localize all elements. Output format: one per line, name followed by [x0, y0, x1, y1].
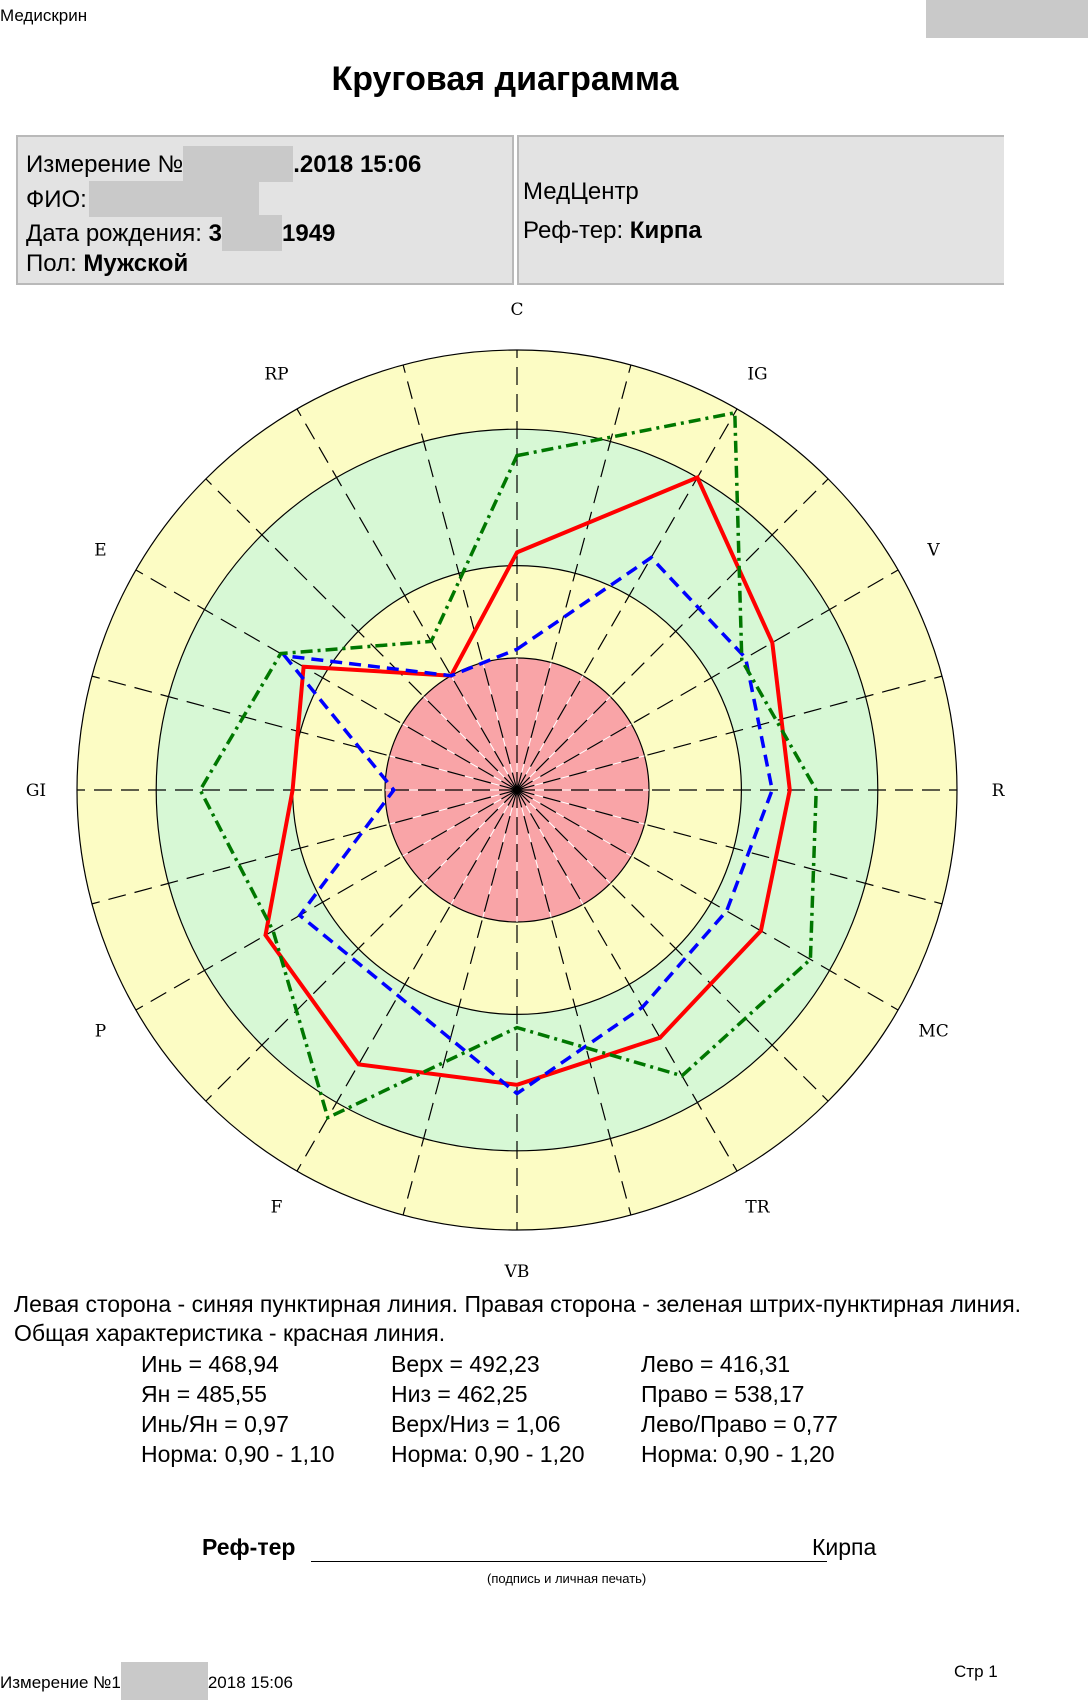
referrer-value: Кирпа [629, 217, 702, 244]
stat-top: Верх = 492,23 [391, 1351, 540, 1377]
axis-label-TR: TR [745, 1198, 770, 1218]
measurement-value: .2018 15:06 [293, 151, 422, 178]
redacted-header-block [926, 0, 1088, 38]
sector-line [516, 789, 829, 1102]
clinic-info-panel: МедЦентр Реф-тер: Кирпа [517, 135, 1004, 285]
stat-left: Лево = 416,31 [641, 1351, 791, 1377]
axis-label-IG: IG [747, 364, 767, 384]
legend-text: Левая сторона - синяя пунктирная линия. … [14, 1291, 1022, 1346]
stat-norm-3: Норма: 0,90 - 1,20 [641, 1441, 835, 1467]
fio-line: ФИО: [26, 181, 259, 217]
axis-label-R: R [992, 781, 1006, 801]
axis-label-E: E [94, 541, 106, 561]
series-line-0 [263, 474, 792, 1087]
measurement-label: Измерение № [26, 151, 184, 178]
series-line-1 [280, 555, 775, 1096]
signature-label: Реф-тер [202, 1534, 296, 1560]
sector-line [205, 478, 518, 791]
sector-line [135, 789, 518, 1011]
dob-label: Дата рождения: [26, 220, 202, 247]
signature-name: Кирпа [812, 1534, 877, 1560]
signature-line [311, 1561, 827, 1562]
sector-line [135, 569, 518, 791]
sector-line [516, 789, 738, 1172]
sector-line [402, 789, 518, 1216]
stat-left-right: Лево/Право = 0,77 [641, 1411, 838, 1437]
stat-right: Право = 538,17 [641, 1381, 805, 1407]
sector-line [91, 675, 518, 791]
stat-top-bottom: Верх/Низ = 1,06 [391, 1411, 561, 1437]
sector-line [516, 478, 829, 791]
sector-line [516, 789, 943, 905]
axis-label-VB: VB [504, 1262, 530, 1282]
sector-line [516, 364, 632, 791]
redacted-dob [222, 215, 282, 251]
sex-line: Пол: Мужской [26, 250, 188, 278]
dob-prefix: 3 [208, 220, 222, 247]
sector-line [296, 408, 518, 791]
dob-value: 1949 [282, 220, 336, 247]
measurement-line: Измерение № .2018 15:06 [26, 146, 421, 182]
radar-chart: C IG V R MC TR VB F P GI E RP [26, 300, 1006, 1282]
sector-line [205, 789, 518, 1102]
clinic-name: МедЦентр [523, 178, 639, 205]
axis-label-V: V [926, 541, 940, 561]
axis-label-P: P [95, 1022, 106, 1042]
axis-label-GI: GI [26, 781, 46, 801]
stat-yin: Инь = 468,94 [141, 1351, 279, 1377]
redacted-fio [88, 181, 259, 217]
app-name: Медискрин [0, 6, 88, 25]
sector-line [516, 789, 899, 1011]
page-title: Круговая диаграмма [331, 60, 679, 98]
sector-line [296, 789, 518, 1172]
sex-value: Мужской [83, 250, 189, 277]
stat-norm-2: Норма: 0,90 - 1,20 [391, 1441, 585, 1467]
dob-line: Дата рождения: 3 1949 [26, 215, 335, 251]
footer-measurement: Измерение №1 2018 15:06 [0, 1662, 293, 1700]
stat-yang: Ян = 485,55 [141, 1381, 267, 1407]
stat-norm-1: Норма: 0,90 - 1,10 [141, 1441, 335, 1467]
redacted-measurement [183, 146, 294, 182]
sector-line [516, 569, 899, 791]
referrer-label: Реф-тер: [523, 217, 624, 244]
axis-label-RP: RP [264, 364, 288, 384]
signature-note: (подпись и личная печать) [487, 1571, 647, 1586]
footer-measure-value: 2018 15:06 [207, 1673, 293, 1692]
axis-label-F: F [271, 1198, 283, 1218]
stat-yin-yang: Инь/Ян = 0,97 [141, 1411, 289, 1437]
sector-line [91, 789, 518, 905]
patient-info-panel: Измерение № .2018 15:06 ФИО: Дата рождени… [16, 135, 514, 285]
referrer-line: Реф-тер: Кирпа [523, 217, 702, 245]
sex-label: Пол: [26, 250, 77, 277]
axis-label-MC: MC [918, 1022, 948, 1042]
sector-line [516, 675, 943, 791]
footer-measure-label: Измерение №1 [0, 1673, 121, 1692]
fio-label: ФИО: [26, 186, 87, 213]
series-line-2 [198, 410, 818, 1121]
footer-page-number: Стр 1 [954, 1662, 998, 1681]
sector-line [516, 789, 632, 1216]
axis-label-C: C [510, 300, 523, 320]
stat-bottom: Низ = 462,25 [391, 1381, 528, 1407]
redacted-footer [120, 1662, 208, 1700]
sector-line [516, 408, 738, 791]
